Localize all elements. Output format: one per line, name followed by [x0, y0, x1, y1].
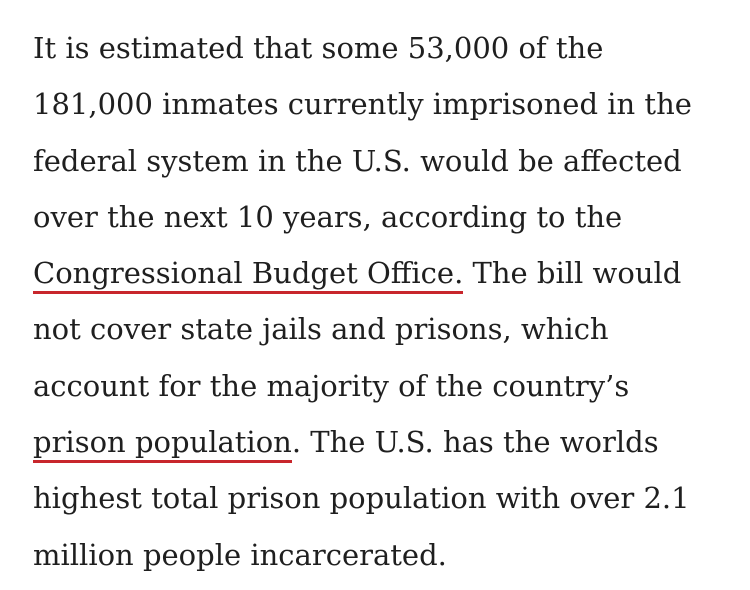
paragraph-line-9: highest total prison population with ove… — [33, 481, 690, 516]
paragraph-line-1: It is estimated that some 53,000 of the — [33, 31, 604, 65]
paragraph-line-4: over the next 10 years, according to the — [33, 199, 623, 234]
paragraph-line-5-text: The bill would — [463, 256, 682, 291]
paragraph-line-7: account for the majority of the country’… — [33, 368, 630, 403]
paragraph-line-6: not cover state jails and prisons, which — [33, 312, 609, 347]
paragraph-line-8: prison population. The U.S. has the worl… — [33, 414, 733, 470]
paragraph-line-2: 181,000 inmates currently imprisoned in … — [33, 87, 692, 122]
paragraph-line-5: Congressional Budget Office. The bill wo… — [33, 245, 733, 301]
article-paragraph: It is estimated that some 53,000 of the … — [33, 20, 733, 583]
congressional-budget-office-link[interactable]: Congressional Budget Office. — [33, 256, 464, 295]
prison-population-link[interactable]: prison population — [33, 425, 292, 464]
paragraph-line-3: federal system in the U.S. would be affe… — [33, 143, 682, 178]
paragraph-line-8-text: . The U.S. has the worlds — [291, 425, 659, 460]
paragraph-line-10: million people incarcerated. — [33, 537, 447, 572]
